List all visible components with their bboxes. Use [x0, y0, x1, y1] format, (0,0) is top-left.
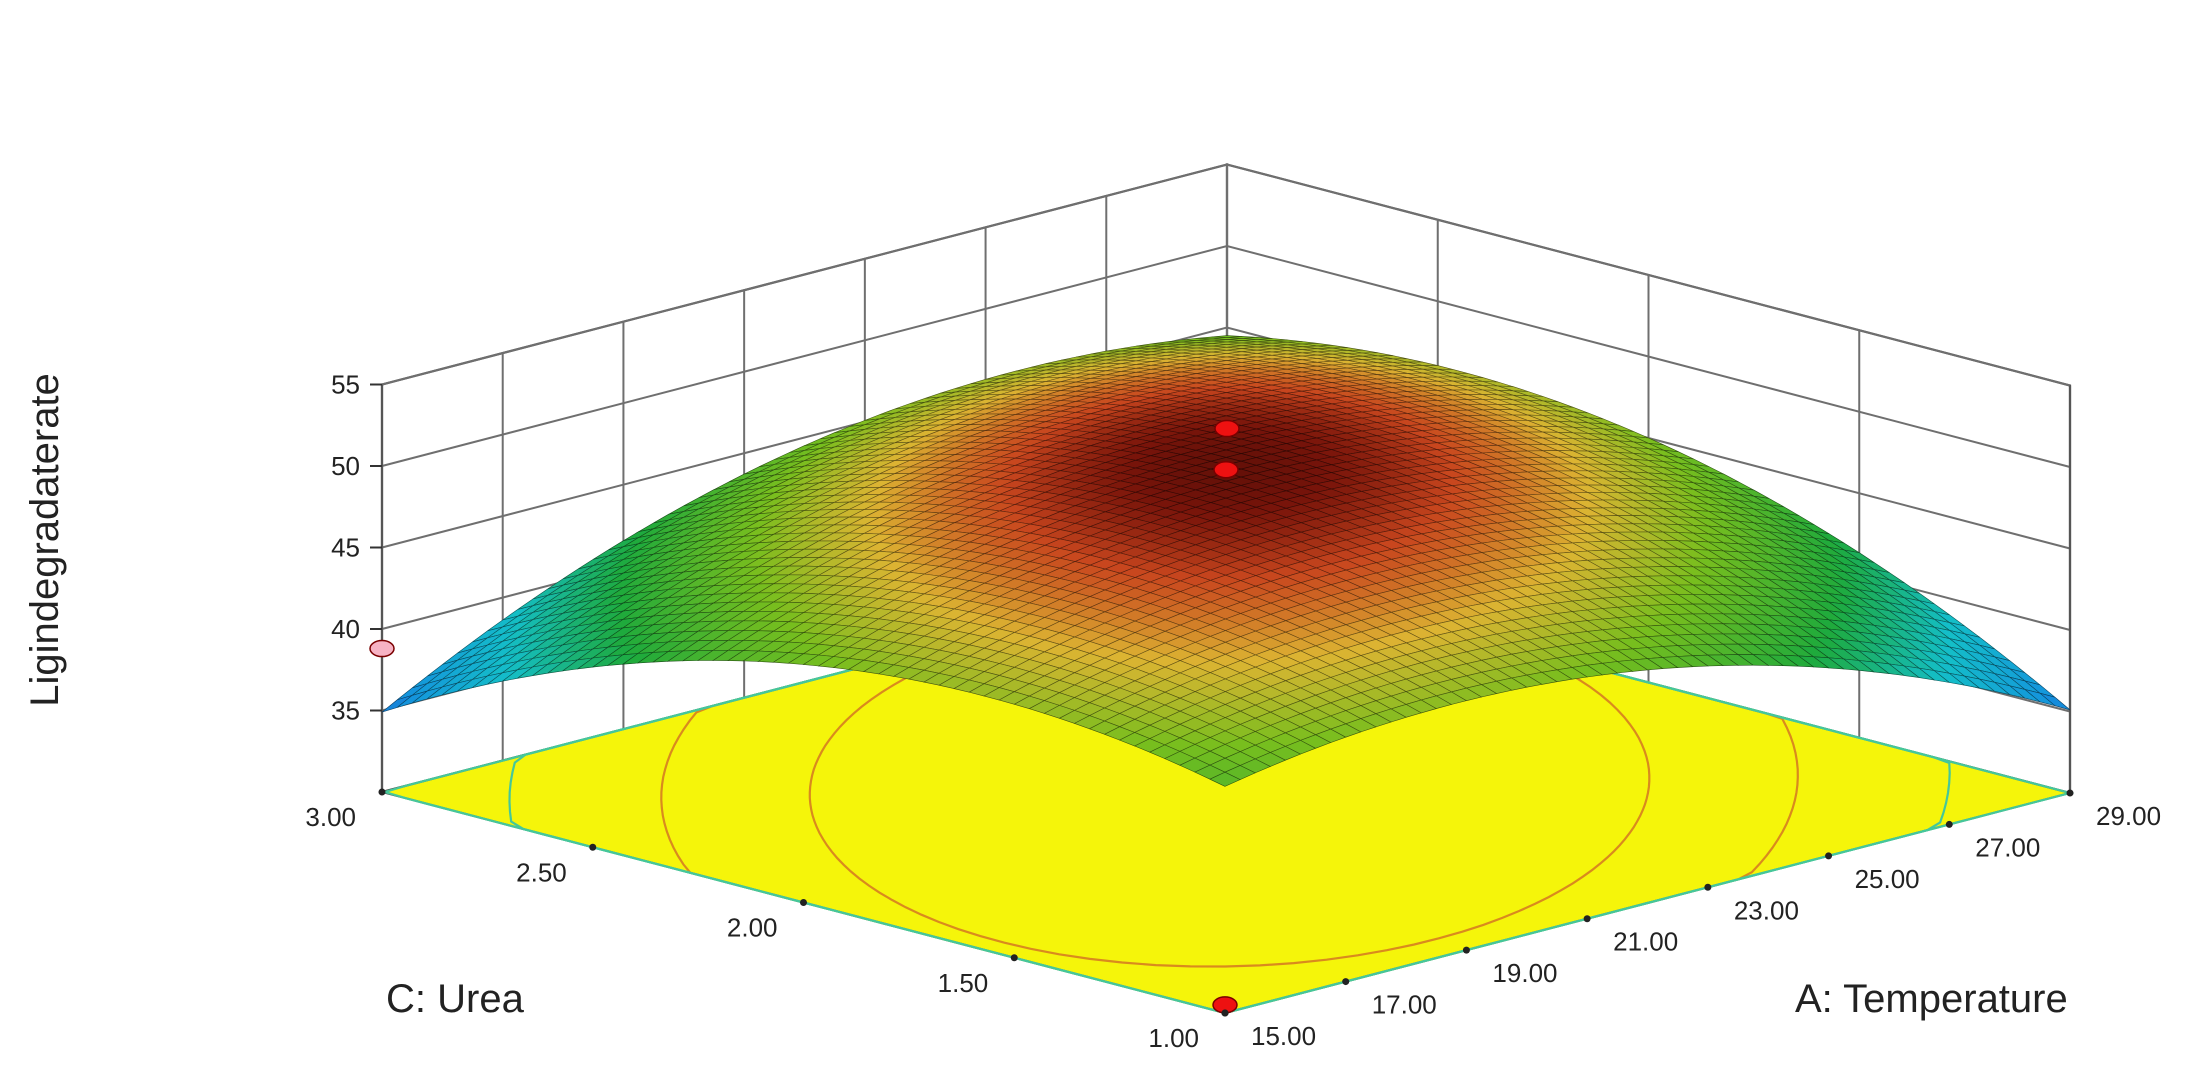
- x-tick-label: 21.00: [1613, 927, 1678, 957]
- x-tick-mark: [1583, 915, 1591, 923]
- design-point: [1213, 461, 1239, 479]
- z-tick-label: 50: [331, 451, 360, 481]
- x-tick-mark: [1945, 820, 1953, 828]
- x-tick-label: 23.00: [1734, 895, 1799, 925]
- design-point: [1214, 419, 1240, 438]
- z-tick-label: 40: [331, 614, 360, 644]
- x-tick-label: 17.00: [1372, 990, 1437, 1020]
- x-tick-label: 29.00: [2096, 801, 2161, 831]
- z-tick-label: 55: [331, 370, 360, 400]
- x-tick-mark: [2066, 789, 2074, 797]
- y-tick-mark: [589, 843, 597, 851]
- z-axis-title: Ligindegradaterate: [23, 373, 67, 707]
- surface-cell: [1209, 771, 1241, 787]
- y-tick-mark: [378, 788, 386, 796]
- y-tick-mark: [1010, 954, 1018, 962]
- x-tick-mark: [1342, 978, 1350, 986]
- y-tick-mark: [800, 899, 807, 906]
- y-tick-label: 2.00: [727, 913, 778, 943]
- x-tick-label: 15.00: [1251, 1021, 1316, 1051]
- z-tick-label: 45: [331, 533, 360, 563]
- x-axis-title: A: Temperature: [1795, 977, 2068, 1021]
- design-point: [369, 639, 395, 658]
- x-tick-mark: [1704, 883, 1712, 891]
- y-tick-label: 1.50: [938, 968, 989, 998]
- y-tick-label: 3.00: [305, 802, 356, 832]
- x-tick-label: 25.00: [1855, 864, 1920, 894]
- axis-labels: 35 40 45 50 55 15.00 17.00 19.00 21.00 23.00 25.00…: [305, 370, 2161, 1054]
- x-tick-mark: [1462, 946, 1470, 954]
- y-axis-title: C: Urea: [386, 977, 525, 1021]
- z-tick-label: 35: [331, 696, 360, 726]
- y-tick-label: 2.50: [516, 857, 567, 887]
- y-tick-label: 1.00: [1148, 1023, 1199, 1053]
- x-tick-mark: [1825, 852, 1833, 860]
- response-surface: [381, 335, 2071, 787]
- y-tick-mark: [1221, 1009, 1229, 1017]
- x-tick-label: 27.00: [1975, 832, 2040, 862]
- x-tick-label: 19.00: [1492, 958, 1557, 988]
